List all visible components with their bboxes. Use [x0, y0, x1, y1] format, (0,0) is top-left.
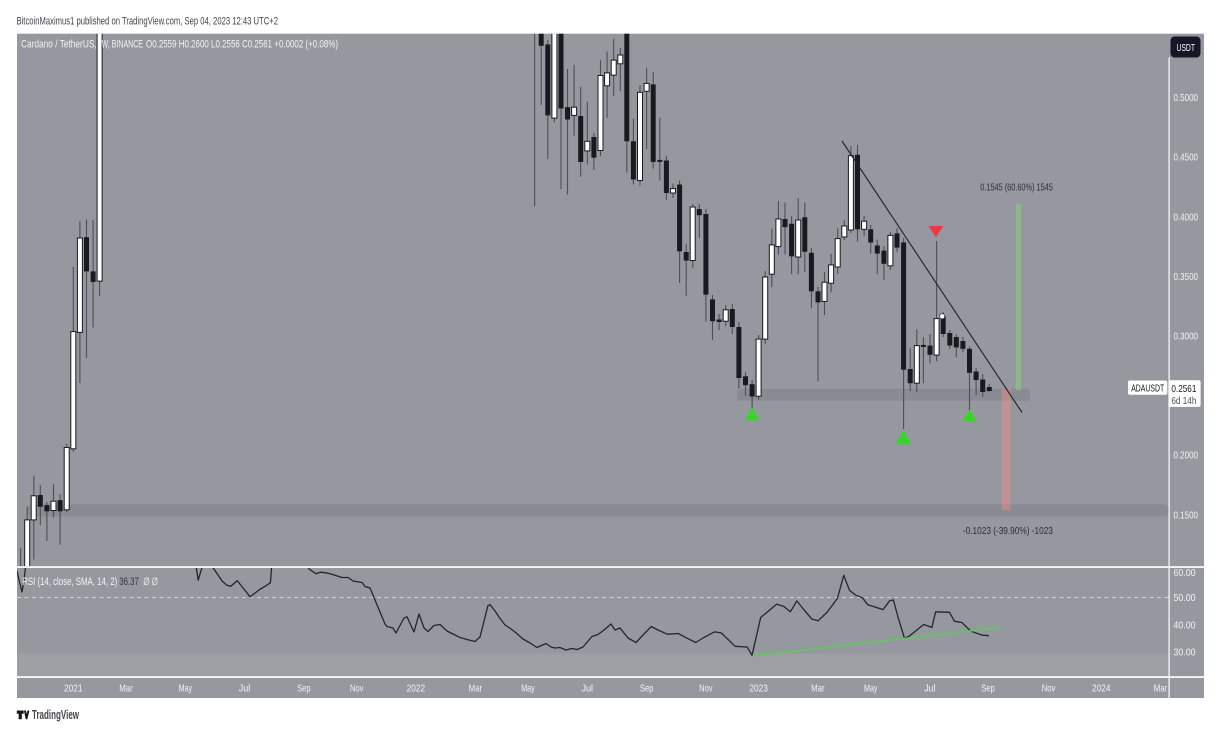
svg-text:Mar: Mar [1154, 683, 1168, 695]
svg-text:-0.1023 (-39.90%) -1023: -0.1023 (-39.90%) -1023 [963, 525, 1053, 537]
svg-text:May: May [521, 683, 535, 695]
svg-text:Nov: Nov [1042, 683, 1056, 695]
svg-text:Cardano / TetherUS,: Cardano / TetherUS, [21, 39, 97, 51]
svg-text:Jul: Jul [239, 683, 251, 695]
svg-text:0.2000: 0.2000 [1174, 450, 1199, 462]
svg-text:2023: 2023 [749, 683, 768, 695]
svg-text:36.37: 36.37 [119, 576, 139, 588]
svg-text:May: May [864, 683, 878, 695]
svg-text:Ø Ø: Ø Ø [143, 576, 158, 588]
svg-text:0.5000: 0.5000 [1174, 92, 1199, 104]
svg-text:0.4500: 0.4500 [1174, 152, 1199, 164]
svg-text:RSI (14, close, SMA, 14, 2): RSI (14, close, SMA, 14, 2) [22, 576, 117, 588]
svg-text:Nov: Nov [350, 683, 364, 695]
svg-text:40.00: 40.00 [1174, 619, 1196, 631]
svg-text:Sep: Sep [981, 683, 995, 695]
svg-text:0.2561: 0.2561 [1171, 383, 1196, 395]
svg-text:0.3500: 0.3500 [1174, 271, 1199, 283]
svg-text:Sep: Sep [640, 683, 654, 695]
svg-text:O0.2559 H0.2600 L0.2556 C0.: O0.2559 H0.2600 L0.2556 C0.2561 +0.0002 … [146, 39, 338, 51]
svg-text:Nov: Nov [699, 683, 713, 695]
svg-text:2024: 2024 [1092, 683, 1111, 695]
svg-text:60.00: 60.00 [1174, 567, 1196, 579]
svg-text:May: May [179, 683, 193, 695]
svg-text:2022: 2022 [407, 683, 426, 695]
svg-text:Sep: Sep [297, 683, 311, 695]
svg-text:6d 14h: 6d 14h [1171, 396, 1196, 407]
svg-text:0.4000: 0.4000 [1174, 211, 1199, 223]
svg-text:Mar: Mar [469, 683, 483, 695]
svg-text:Jul: Jul [924, 683, 936, 695]
svg-text:50.00: 50.00 [1174, 592, 1196, 604]
svg-text:BitcoinMaximus1 published on T: BitcoinMaximus1 published on TradingView… [17, 16, 279, 28]
svg-text:0.1500: 0.1500 [1174, 509, 1199, 521]
svg-text:Mar: Mar [811, 683, 825, 695]
svg-text:30.00: 30.00 [1174, 647, 1196, 659]
svg-text:ADAUSDT: ADAUSDT [1131, 383, 1164, 394]
svg-text:2021: 2021 [64, 683, 83, 695]
svg-text:W, BINANCE: W, BINANCE [102, 39, 143, 51]
svg-text:0.3000: 0.3000 [1174, 331, 1199, 343]
svg-text:Mar: Mar [119, 683, 133, 695]
svg-text:Jul: Jul [582, 683, 594, 695]
svg-text:0.1545 (60.60%) 1545: 0.1545 (60.60%) 1545 [980, 182, 1053, 194]
svg-text:USDT: USDT [1177, 42, 1196, 54]
svg-text:TradingView: TradingView [32, 708, 79, 722]
